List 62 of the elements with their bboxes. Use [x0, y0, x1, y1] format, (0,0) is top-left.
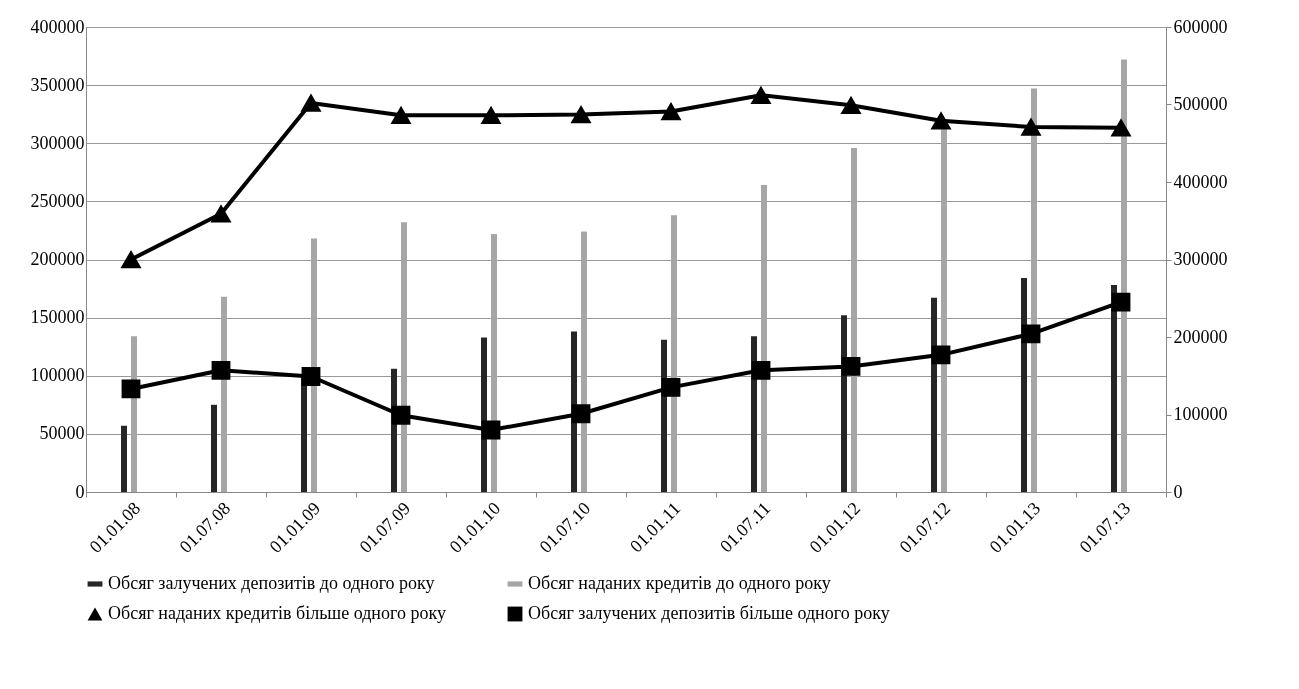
y-tick-label: 0: [75, 481, 85, 502]
bar: [401, 222, 407, 492]
bar: [121, 425, 127, 492]
y-tick-label: 150000: [30, 307, 85, 328]
point: [301, 367, 321, 386]
y-tick-label: 350000: [30, 74, 85, 95]
bar: [851, 147, 857, 492]
point: [1111, 119, 1131, 137]
point: [931, 112, 951, 130]
point: [661, 377, 681, 397]
y-tick-label: 250000: [30, 190, 85, 211]
point: [1021, 324, 1041, 344]
bar: [761, 185, 767, 492]
point: [211, 205, 231, 223]
point: [211, 360, 231, 380]
legend-label: Обсяг наданих кредитів більше одного року: [108, 603, 446, 623]
bar: [481, 337, 487, 492]
point: [391, 106, 411, 125]
legend-label: Обсяг залучених депозитів до одного року: [108, 573, 435, 593]
y-tick-label: 50000: [39, 423, 85, 444]
bar: [491, 233, 497, 492]
bar: [1031, 88, 1037, 492]
y2-tick-label: 400000: [1173, 171, 1228, 192]
point: [751, 86, 771, 104]
point: [841, 357, 861, 376]
y2-tick-label: 300000: [1173, 249, 1228, 269]
point: [931, 345, 951, 365]
legend-label: Обсяг наданих кредитів до одного року: [528, 573, 831, 593]
bar: [1111, 285, 1117, 492]
y-tick-label: 300000: [30, 132, 85, 153]
point: [301, 94, 321, 112]
y-tick-label: 200000: [30, 249, 85, 269]
point: [571, 404, 591, 424]
point: [481, 106, 501, 125]
point: [661, 102, 681, 121]
point: [391, 405, 411, 425]
point: [841, 96, 861, 115]
bar: [211, 404, 217, 492]
point: [121, 250, 141, 269]
point: [121, 379, 141, 399]
legend-label: Обсяг залучених депозитів більше одного року: [528, 603, 890, 623]
y-tick-label: 100000: [30, 365, 85, 386]
bar: [941, 129, 947, 492]
bar: [581, 231, 587, 492]
y2-tick-label: 100000: [1173, 404, 1228, 424]
point: [1111, 292, 1131, 312]
y2-tick-label: 200000: [1173, 326, 1228, 347]
bar: [301, 375, 307, 492]
y2-tick-label: 500000: [1173, 94, 1228, 114]
bar: [931, 297, 937, 492]
bar: [671, 215, 677, 492]
bar: [1021, 278, 1027, 492]
point: [481, 420, 501, 440]
y2-tick-label: 0: [1173, 481, 1183, 502]
bar: [221, 296, 227, 492]
y-tick-label: 400000: [30, 16, 85, 37]
y2-tick-label: 600000: [1173, 16, 1228, 37]
point: [751, 360, 771, 380]
point: [1021, 118, 1041, 136]
bar: [1121, 59, 1127, 492]
bar: [311, 238, 317, 492]
point: [571, 105, 591, 124]
